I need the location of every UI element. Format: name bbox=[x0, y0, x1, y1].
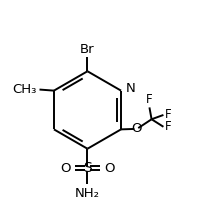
Text: O: O bbox=[104, 162, 114, 175]
Text: Br: Br bbox=[80, 43, 95, 56]
Text: S: S bbox=[83, 161, 92, 175]
Text: O: O bbox=[61, 162, 71, 175]
Text: F: F bbox=[165, 108, 171, 121]
Text: F: F bbox=[165, 120, 171, 133]
Text: CH₃: CH₃ bbox=[12, 83, 37, 96]
Text: F: F bbox=[146, 93, 153, 106]
Text: O: O bbox=[131, 123, 142, 136]
Text: N: N bbox=[125, 82, 135, 95]
Text: NH₂: NH₂ bbox=[75, 187, 100, 200]
